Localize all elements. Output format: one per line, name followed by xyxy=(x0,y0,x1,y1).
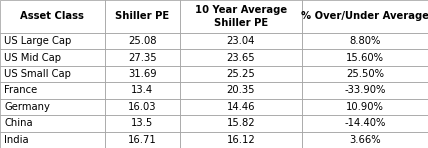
Bar xyxy=(0,99,105,115)
Bar xyxy=(302,99,428,115)
Text: 16.12: 16.12 xyxy=(226,135,255,145)
Bar xyxy=(180,82,302,99)
Text: France: France xyxy=(4,85,38,95)
Text: 25.08: 25.08 xyxy=(128,36,157,46)
Text: 25.50%: 25.50% xyxy=(346,69,384,79)
Bar xyxy=(105,33,180,49)
Text: China: China xyxy=(4,118,33,128)
Bar xyxy=(0,132,105,148)
Text: -33.90%: -33.90% xyxy=(344,85,386,95)
Text: 20.35: 20.35 xyxy=(226,85,255,95)
Text: 13.4: 13.4 xyxy=(131,85,153,95)
Text: 31.69: 31.69 xyxy=(128,69,157,79)
Text: 10.90%: 10.90% xyxy=(346,102,384,112)
Bar xyxy=(302,82,428,99)
Bar xyxy=(180,115,302,132)
Text: -14.40%: -14.40% xyxy=(344,118,386,128)
Text: 23.04: 23.04 xyxy=(226,36,255,46)
Bar xyxy=(302,132,428,148)
Bar xyxy=(105,49,180,66)
Bar xyxy=(0,49,105,66)
Text: 16.71: 16.71 xyxy=(128,135,157,145)
Text: 15.82: 15.82 xyxy=(226,118,255,128)
Bar xyxy=(180,33,302,49)
Bar xyxy=(0,82,105,99)
Text: 8.80%: 8.80% xyxy=(349,36,380,46)
Text: 10 Year Average
Shiller PE: 10 Year Average Shiller PE xyxy=(195,5,287,28)
Bar xyxy=(105,0,180,33)
Text: US Mid Cap: US Mid Cap xyxy=(4,53,61,63)
Bar xyxy=(302,115,428,132)
Bar xyxy=(302,0,428,33)
Text: 13.5: 13.5 xyxy=(131,118,153,128)
Bar xyxy=(0,0,105,33)
Bar xyxy=(105,115,180,132)
Text: Asset Class: Asset Class xyxy=(21,11,84,21)
Text: 25.25: 25.25 xyxy=(226,69,255,79)
Bar xyxy=(105,132,180,148)
Text: US Small Cap: US Small Cap xyxy=(4,69,71,79)
Text: 15.60%: 15.60% xyxy=(346,53,384,63)
Bar xyxy=(105,66,180,82)
Bar xyxy=(180,66,302,82)
Text: Shiller PE: Shiller PE xyxy=(115,11,169,21)
Text: Germany: Germany xyxy=(4,102,50,112)
Text: India: India xyxy=(4,135,29,145)
Bar xyxy=(180,132,302,148)
Bar xyxy=(0,115,105,132)
Bar xyxy=(302,33,428,49)
Bar xyxy=(180,99,302,115)
Bar xyxy=(302,49,428,66)
Bar xyxy=(180,0,302,33)
Bar xyxy=(105,99,180,115)
Text: 23.65: 23.65 xyxy=(226,53,255,63)
Text: US Large Cap: US Large Cap xyxy=(4,36,71,46)
Text: 14.46: 14.46 xyxy=(226,102,255,112)
Text: 27.35: 27.35 xyxy=(128,53,157,63)
Text: 3.66%: 3.66% xyxy=(349,135,380,145)
Bar xyxy=(105,82,180,99)
Text: % Over/Under Average: % Over/Under Average xyxy=(301,11,428,21)
Bar xyxy=(180,49,302,66)
Bar xyxy=(0,66,105,82)
Bar xyxy=(0,33,105,49)
Text: 16.03: 16.03 xyxy=(128,102,157,112)
Bar xyxy=(302,66,428,82)
